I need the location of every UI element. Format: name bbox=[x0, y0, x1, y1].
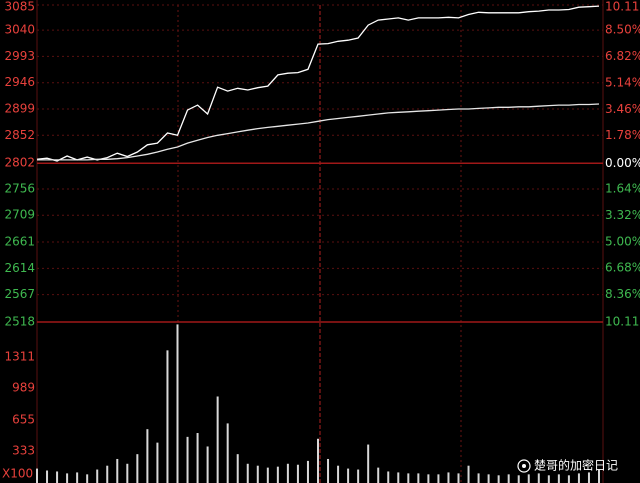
volume-bar bbox=[126, 463, 129, 483]
volume-bar bbox=[507, 474, 510, 483]
volume-bar bbox=[46, 470, 49, 483]
y-tick-label: 989 bbox=[12, 380, 35, 394]
volume-bar bbox=[266, 467, 269, 483]
volume-bar bbox=[437, 474, 440, 483]
y-unit-label: X100 bbox=[2, 467, 33, 481]
volume-bar bbox=[337, 465, 340, 483]
volume-bar bbox=[457, 473, 460, 483]
volume-bar bbox=[467, 465, 470, 483]
volume-bar bbox=[477, 473, 480, 483]
volume-bar bbox=[387, 471, 390, 483]
y-tick-label: 2661 bbox=[4, 235, 35, 249]
volume-bar bbox=[276, 466, 279, 483]
volume-bar bbox=[427, 474, 430, 483]
volume-bar bbox=[447, 472, 450, 483]
volume-bar bbox=[196, 433, 199, 483]
y2-tick-label: 6.68% bbox=[605, 261, 640, 275]
y2-tick-label: 0.00% bbox=[605, 156, 640, 170]
volume-bar bbox=[487, 474, 490, 483]
volume-bar bbox=[256, 465, 259, 483]
price-line bbox=[37, 103, 600, 161]
volume-bar bbox=[66, 473, 69, 483]
volume-bar bbox=[86, 474, 89, 483]
y-tick-label: 2802 bbox=[4, 156, 35, 170]
volume-bar bbox=[407, 473, 410, 483]
y2-tick-label: 5.00% bbox=[605, 234, 640, 248]
volume-bar bbox=[377, 467, 380, 483]
volume-bar bbox=[216, 396, 219, 483]
y-tick-label: 2567 bbox=[4, 287, 35, 301]
watermark: 楚哥的加密日记 bbox=[517, 458, 618, 473]
volume-bar bbox=[417, 473, 420, 483]
y2-tick-label: 3.32% bbox=[605, 208, 640, 222]
y2-tick-label: 8.50% bbox=[605, 23, 640, 37]
volume-bar bbox=[226, 423, 229, 483]
volume-bar bbox=[186, 436, 189, 483]
volume-bar bbox=[106, 465, 109, 483]
price-line bbox=[36, 5, 600, 162]
y2-tick-label: 10.11% bbox=[605, 0, 640, 14]
volume-bar bbox=[36, 468, 38, 483]
volume-bar bbox=[306, 460, 309, 483]
watermark-icon bbox=[517, 459, 531, 473]
y-tick-label: 2993 bbox=[4, 49, 35, 63]
volume-bar bbox=[587, 472, 590, 483]
y-tick-label: 2518 bbox=[4, 315, 35, 329]
volume-bar bbox=[567, 475, 570, 483]
y-tick-label: 3040 bbox=[4, 23, 35, 37]
volume-bar bbox=[557, 474, 560, 483]
volume-bar bbox=[547, 475, 550, 483]
volume-bar bbox=[357, 469, 360, 483]
volume-bar bbox=[166, 350, 169, 483]
y-tick-label: 2756 bbox=[4, 181, 35, 195]
volume-bar bbox=[367, 444, 370, 483]
volume-bar bbox=[96, 469, 99, 483]
volume-bar bbox=[296, 464, 299, 483]
volume-bar bbox=[76, 472, 79, 483]
volume-bar bbox=[517, 475, 520, 483]
y-tick-label: 2614 bbox=[4, 261, 35, 275]
y2-tick-label: 3.46% bbox=[605, 102, 640, 116]
volume-bar bbox=[176, 324, 179, 483]
y-tick-label: 333 bbox=[12, 443, 35, 457]
volume-bar bbox=[246, 463, 249, 483]
volume-bar bbox=[327, 458, 330, 483]
y-tick-label: 2946 bbox=[4, 75, 35, 89]
y-tick-label: 655 bbox=[12, 413, 35, 427]
volume-bar bbox=[136, 454, 139, 483]
y-tick-label: 1311 bbox=[4, 349, 35, 363]
volume-bar bbox=[598, 469, 600, 483]
volume-bar bbox=[497, 475, 500, 483]
y2-tick-label: 6.82% bbox=[605, 49, 640, 63]
watermark-text: 楚哥的加密日记 bbox=[534, 458, 618, 473]
volume-bar bbox=[317, 438, 319, 483]
y-tick-label: 2709 bbox=[4, 208, 35, 222]
volume-bar bbox=[156, 442, 159, 483]
volume-bar bbox=[286, 463, 289, 483]
volume-bar bbox=[577, 473, 580, 483]
volume-bar bbox=[116, 458, 119, 483]
volume-bar bbox=[236, 454, 239, 483]
y-tick-label: 2852 bbox=[4, 128, 35, 142]
volume-bar bbox=[206, 446, 209, 483]
y2-tick-label: 8.36% bbox=[605, 287, 640, 301]
volume-bar bbox=[56, 471, 59, 483]
volume-bar bbox=[397, 472, 400, 483]
y2-tick-label: 1.64% bbox=[605, 182, 640, 196]
y-tick-label: 2899 bbox=[4, 101, 35, 115]
y2-tick-label: 5.14% bbox=[605, 75, 640, 89]
volume-bar bbox=[146, 429, 149, 483]
y2-tick-label: 1.78% bbox=[605, 128, 640, 142]
volume-bar bbox=[537, 473, 540, 483]
y-tick-label: 3085 bbox=[4, 0, 35, 14]
volume-bar bbox=[347, 468, 350, 483]
watermark-icon-dot bbox=[522, 464, 526, 468]
y2-tick-label: 10.11% bbox=[605, 315, 640, 329]
volume-bar bbox=[527, 474, 530, 483]
